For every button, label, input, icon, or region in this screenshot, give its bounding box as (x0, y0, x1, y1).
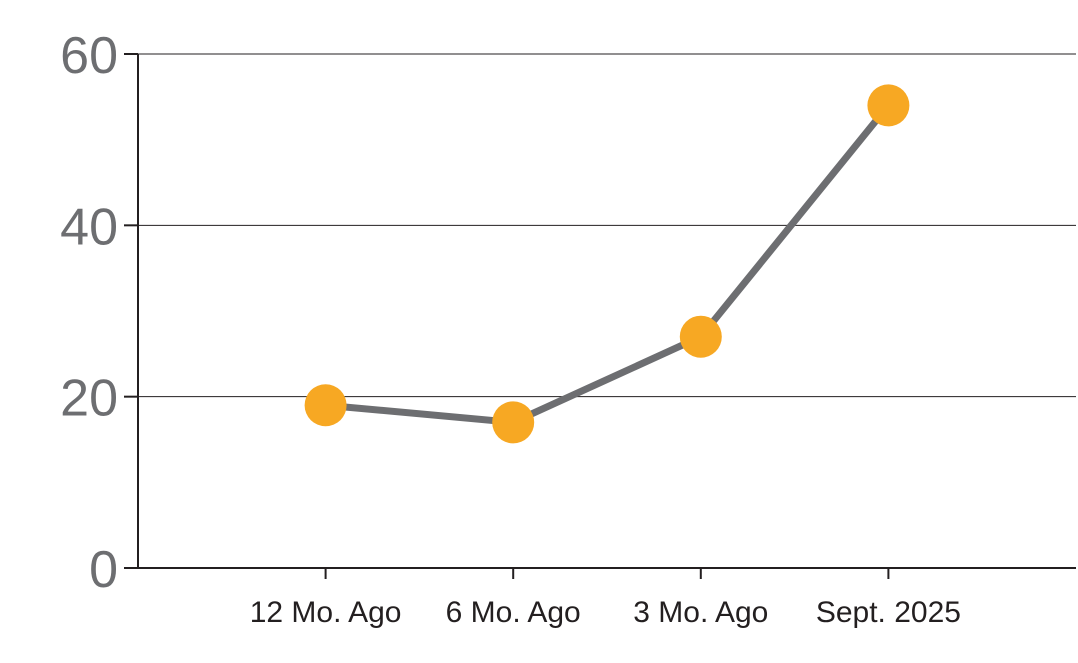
data-point-marker (304, 384, 347, 427)
x-tick-label: 12 Mo. Ago (250, 596, 402, 629)
x-tick-label: Sept. 2025 (816, 596, 961, 629)
data-point-marker (492, 401, 535, 444)
data-point-marker (679, 315, 722, 358)
x-tick-label: 3 Mo. Ago (633, 596, 768, 629)
trend-line (322, 101, 892, 426)
x-tick-label: 6 Mo. Ago (446, 596, 581, 629)
y-tick-label: 20 (60, 370, 118, 428)
data-point-marker (867, 84, 910, 127)
y-tick-label: 0 (89, 541, 118, 599)
y-tick-label: 40 (60, 198, 118, 256)
y-tick-label: 60 (60, 27, 118, 85)
